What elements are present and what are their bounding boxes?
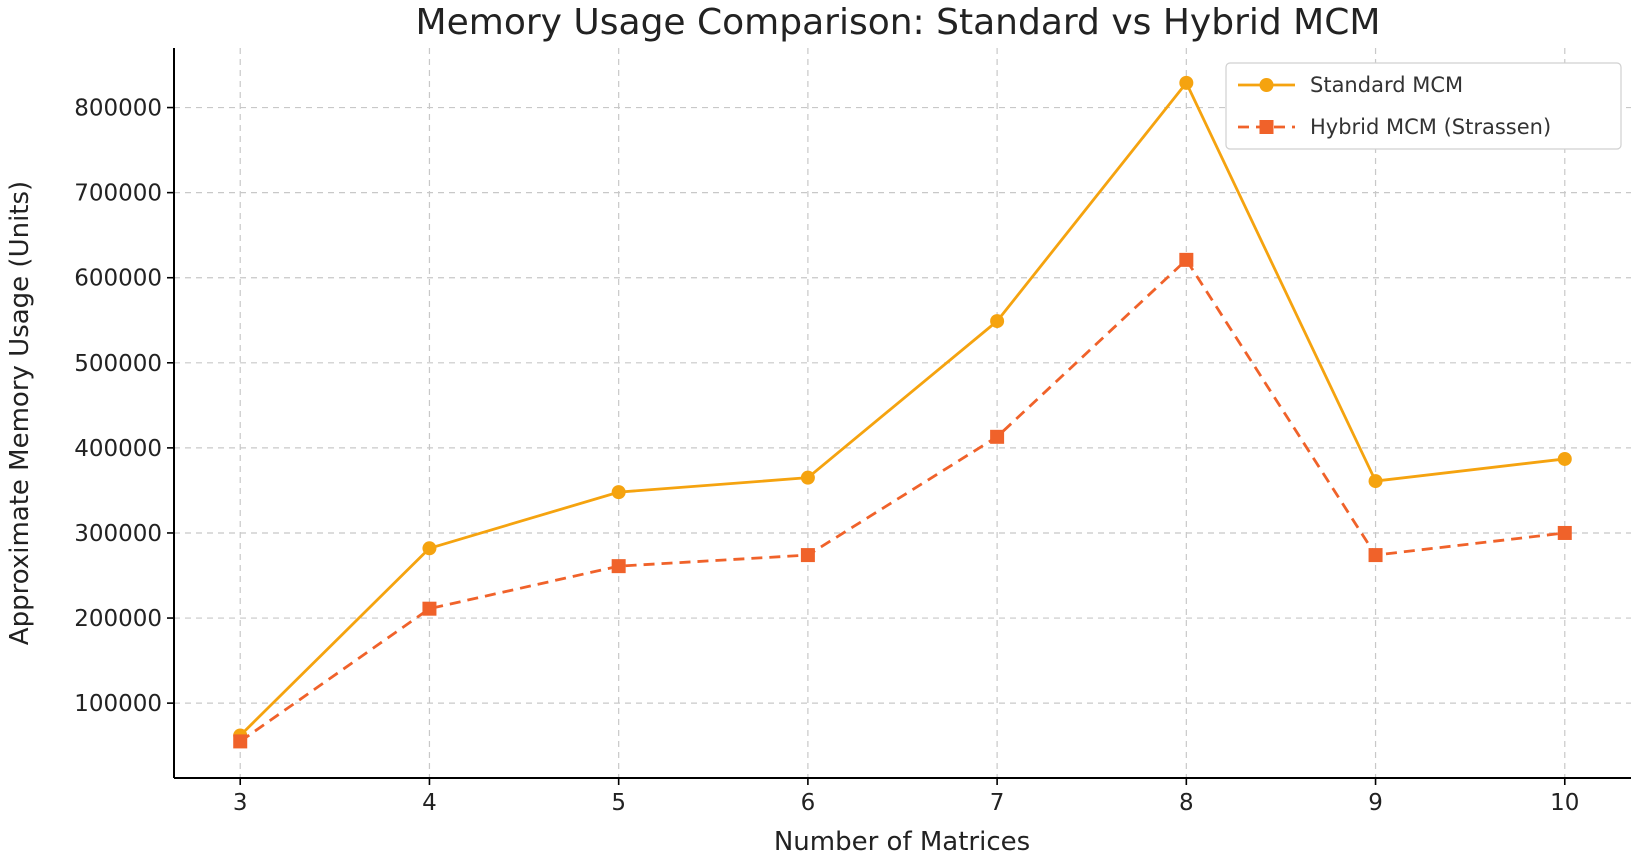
data-point-hybrid — [800, 548, 815, 563]
series — [233, 75, 1572, 749]
x-tick-label: 5 — [611, 790, 626, 816]
y-tick-label: 200000 — [74, 606, 162, 632]
y-tick-label: 500000 — [74, 351, 162, 377]
chart-title: Memory Usage Comparison: Standard vs Hyb… — [416, 2, 1381, 43]
axes — [173, 48, 1631, 779]
data-point-standard — [1368, 474, 1383, 489]
x-tick-label: 8 — [1179, 790, 1194, 816]
legend-box — [1225, 62, 1622, 150]
data-point-standard — [1557, 451, 1572, 466]
y-axis-label: Approximate Memory Usage (Units) — [5, 181, 35, 645]
legend-label-standard: Standard MCM — [1310, 73, 1463, 97]
ticks: 3 4 5 6 7 8 9 10 100000 200000 300000 400000 500000 6… — [74, 96, 1579, 816]
y-tick-label: 400000 — [74, 436, 162, 462]
y-tick-label: 100000 — [74, 691, 162, 717]
data-point-hybrid — [233, 734, 248, 749]
series-line-hybrid — [239, 258, 1565, 743]
legend: Standard MCM Hybrid MCM (Strassen) — [1225, 62, 1622, 150]
y-tick-label: 300000 — [74, 521, 162, 547]
x-tick-label: 9 — [1368, 790, 1383, 816]
x-tick-label: 6 — [801, 790, 816, 816]
data-point-standard — [800, 470, 815, 485]
data-point-hybrid — [1368, 548, 1383, 563]
legend-label-hybrid: Hybrid MCM (Strassen) — [1310, 115, 1551, 139]
x-axis-label: Number of Matrices — [774, 827, 1030, 857]
data-point-standard — [611, 485, 626, 500]
series-line-standard — [239, 81, 1565, 737]
legend-marker-standard — [1259, 78, 1274, 92]
gridlines — [174, 48, 1631, 778]
y-tick-label: 600000 — [74, 266, 162, 292]
data-point-hybrid — [990, 429, 1005, 444]
x-tick-label: 4 — [422, 790, 437, 816]
data-point-hybrid — [1179, 252, 1194, 267]
data-point-hybrid — [611, 559, 626, 574]
data-point-standard — [422, 541, 437, 556]
data-point-hybrid — [1557, 525, 1572, 540]
legend-marker-hybrid — [1259, 120, 1274, 134]
data-point-standard — [1179, 75, 1194, 90]
x-tick-label: 10 — [1550, 790, 1579, 816]
x-tick-label: 7 — [990, 790, 1005, 816]
y-tick-label: 700000 — [74, 181, 162, 207]
data-point-hybrid — [422, 601, 437, 616]
data-point-standard — [990, 314, 1005, 329]
y-tick-label: 800000 — [74, 96, 162, 122]
x-tick-label: 3 — [233, 790, 248, 816]
